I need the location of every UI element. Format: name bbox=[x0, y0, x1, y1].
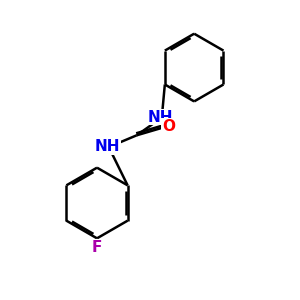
Text: NH: NH bbox=[94, 139, 120, 154]
Text: NH: NH bbox=[148, 110, 173, 124]
Text: F: F bbox=[92, 240, 102, 255]
Text: O: O bbox=[162, 119, 175, 134]
